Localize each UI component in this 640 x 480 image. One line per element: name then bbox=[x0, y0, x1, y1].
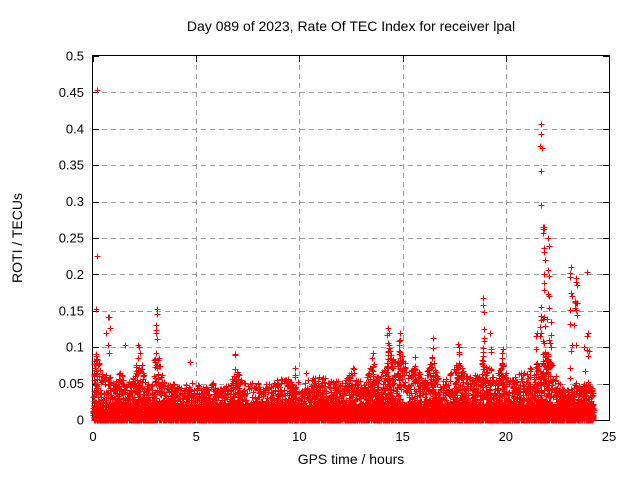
y-tick-label: 0.1 bbox=[66, 340, 84, 355]
plot-border bbox=[92, 55, 610, 421]
y-tick-label: 0.2 bbox=[66, 267, 84, 282]
x-tick-label: 25 bbox=[602, 429, 616, 444]
grid bbox=[93, 56, 609, 420]
y-tick-label: 0 bbox=[77, 413, 84, 428]
scatter-plus-markers bbox=[90, 87, 598, 424]
y-tick-label: 0.4 bbox=[66, 121, 84, 136]
y-tick-label: 0.5 bbox=[66, 49, 84, 64]
y-tick-label: 0.05 bbox=[59, 376, 84, 391]
x-tick-label: 15 bbox=[395, 429, 409, 444]
y-axis-label: ROTI / TECUs bbox=[9, 193, 25, 283]
x-tick-label: 5 bbox=[193, 429, 200, 444]
y-tick-label: 0.45 bbox=[59, 85, 84, 100]
y-tick-label: 0.3 bbox=[66, 194, 84, 209]
y-tick-label: 0.35 bbox=[59, 158, 84, 173]
x-tick-label: 20 bbox=[499, 429, 513, 444]
x-axis-label: GPS time / hours bbox=[298, 451, 405, 467]
data-points bbox=[90, 87, 598, 424]
y-tick-label: 0.25 bbox=[59, 231, 84, 246]
chart-title: Day 089 of 2023, Rate Of TEC Index for r… bbox=[187, 18, 515, 34]
x-tick-label: 10 bbox=[292, 429, 306, 444]
x-tick-label: 0 bbox=[89, 429, 96, 444]
y-tick-label: 0.15 bbox=[59, 303, 84, 318]
